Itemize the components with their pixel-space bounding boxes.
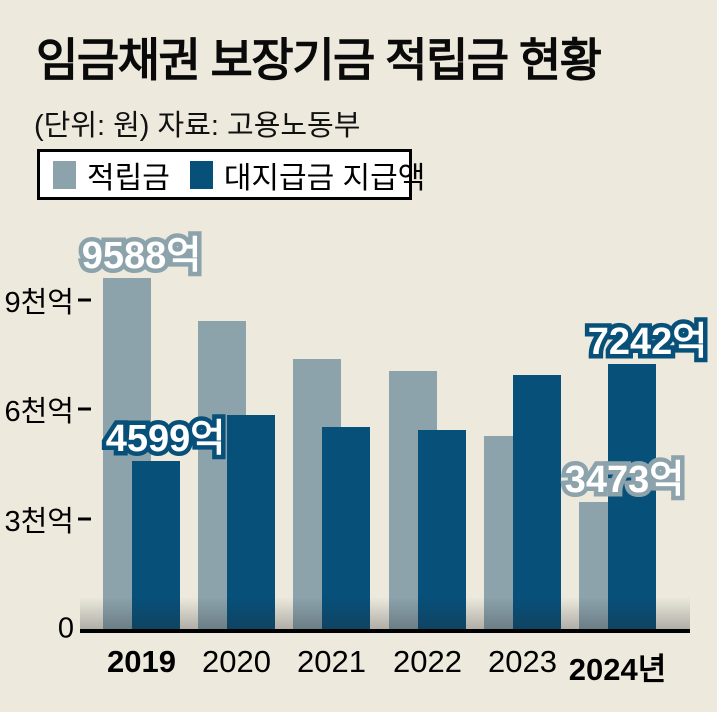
y-tick-mark-9000 <box>78 298 91 302</box>
legend-item-payment: 대지급금 지급액 <box>189 153 426 197</box>
y-tick-label-3000: 3천억 <box>4 506 75 539</box>
bar-payment-2021 <box>322 426 370 629</box>
value-label-text: 4599억 <box>105 417 226 460</box>
x-axis-label-2019: 2019 <box>107 644 176 679</box>
x-axis-label-2020: 2020 <box>202 644 271 679</box>
value-label-outline: 9588억 <box>77 233 205 280</box>
y-tick-label-0: 0 <box>57 612 74 645</box>
bar-payment-2024 <box>608 363 656 629</box>
y-tick-label-9000: 9천억 <box>4 286 75 319</box>
value-label-0: 9588억 9588억 <box>77 233 205 280</box>
payment-legend-label: 대지급금 지급액 <box>223 161 426 195</box>
value-label-3: 7242억 7242억 <box>583 318 711 365</box>
legend-item-reserve: 적립금 <box>53 153 170 197</box>
value-label-text: 7242억 <box>587 320 708 363</box>
x-axis-label-2021: 2021 <box>297 644 366 679</box>
x-axis-label-2022: 2022 <box>393 644 462 679</box>
bar-payment-2020 <box>227 414 275 629</box>
legend: 적립금 대지급금 지급액 <box>37 149 425 200</box>
value-label-outline: 4599억 <box>101 415 229 462</box>
bar-payment-2023 <box>513 374 561 629</box>
y-tick-mark-3000 <box>78 517 91 521</box>
value-label-text: 3473억 <box>564 458 685 501</box>
y-tick-label-6000: 6천억 <box>4 396 75 429</box>
bar-payment-2019 <box>132 460 180 629</box>
y-tick-mark-6000 <box>78 407 91 411</box>
value-label-2: 3473억 3473억 <box>560 456 688 503</box>
payment-color-swatch <box>189 160 213 189</box>
page-title: 임금채권 보장기금 적립금 현황 <box>36 34 602 86</box>
unit-note: (단위: 원) <box>34 110 150 142</box>
value-label-1: 4599억 4599억 <box>101 415 229 462</box>
chart-subtitle: (단위: 원) 자료: 고용노동부 <box>34 102 360 144</box>
x-axis-label-2024: 2024년 <box>568 652 667 687</box>
reserve-legend-label: 적립금 <box>87 161 170 195</box>
baseline-shadow <box>80 597 690 629</box>
bar-payment-2022 <box>418 429 466 629</box>
x-axis-label-2023: 2023 <box>488 644 557 679</box>
value-label-outline: 7242억 <box>583 318 711 365</box>
reserve-color-swatch <box>53 160 76 189</box>
value-label-outline: 3473억 <box>560 456 688 503</box>
x-axis-line <box>80 629 690 633</box>
value-label-text: 9588억 <box>81 235 202 278</box>
source-note: 자료: 고용노동부 <box>157 110 361 142</box>
